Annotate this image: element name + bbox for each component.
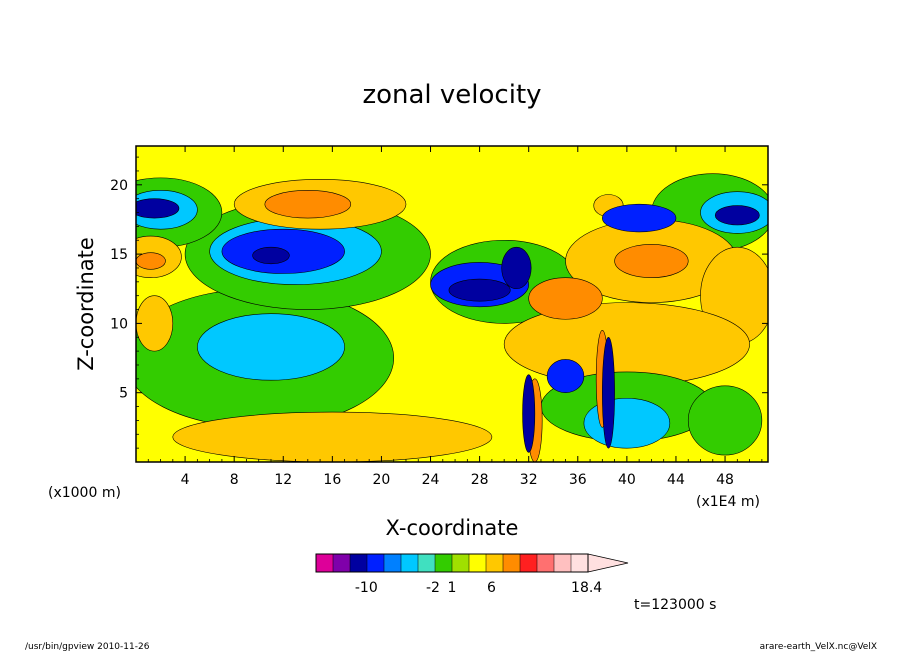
colorbar-tick-label: 6 bbox=[487, 580, 496, 596]
colorbar-swatch bbox=[332, 553, 351, 573]
y-axis-title: Z-coordinate bbox=[74, 237, 98, 371]
colorbar-swatch bbox=[434, 553, 453, 573]
y-tick-label: 5 bbox=[119, 386, 128, 402]
x-tick-label: 36 bbox=[569, 472, 587, 488]
colorbar-swatch bbox=[502, 553, 521, 573]
colorbar-labels: -10 -2 1 6 18.4 bbox=[355, 580, 602, 596]
colorbar-tick-label: 1 bbox=[448, 580, 457, 596]
x-tick-label: 32 bbox=[520, 472, 538, 488]
colorbar-swatch bbox=[383, 553, 402, 573]
x-tick-label: 40 bbox=[618, 472, 636, 488]
x-tick-label: 8 bbox=[230, 472, 239, 488]
colorbar-swatch bbox=[417, 553, 436, 573]
y-unit-label: (x1000 m) bbox=[48, 485, 121, 501]
contour-region bbox=[614, 244, 689, 278]
contour-region bbox=[264, 190, 352, 219]
colorbar bbox=[315, 553, 629, 573]
contour-region bbox=[252, 246, 290, 265]
colorbar-swatch bbox=[553, 553, 572, 573]
contour-region bbox=[136, 295, 174, 352]
contour-region bbox=[136, 252, 166, 270]
x-tick-label: 24 bbox=[422, 472, 440, 488]
colorbar-swatch bbox=[366, 553, 385, 573]
colorbar-swatch bbox=[485, 553, 504, 573]
x-tick-label: 44 bbox=[667, 472, 685, 488]
contour-region bbox=[522, 374, 536, 453]
colorbar-swatch bbox=[400, 553, 419, 573]
contour-region bbox=[172, 411, 493, 462]
contour-region bbox=[602, 336, 615, 449]
footer-left: /usr/bin/gpview 2010-11-26 bbox=[25, 642, 150, 652]
y-tick-label: 15 bbox=[110, 247, 128, 263]
contour-region bbox=[602, 203, 677, 233]
colorbar-swatch bbox=[315, 553, 334, 573]
x-tick-label: 48 bbox=[716, 472, 734, 488]
x-tick-label: 28 bbox=[471, 472, 489, 488]
footer-right: arare-earth_VelX.nc@VelX bbox=[760, 642, 877, 652]
chart-title: zonal velocity bbox=[362, 80, 541, 110]
y-axis-ticks: 5 10 15 20 bbox=[110, 156, 768, 449]
colorbar-tick-label: -2 bbox=[426, 580, 440, 596]
contour-region bbox=[136, 198, 180, 219]
contour-region bbox=[687, 385, 763, 456]
x-axis-title: X-coordinate bbox=[386, 516, 519, 540]
contour-region bbox=[583, 397, 671, 449]
x-axis-ticks: 4 8 12 16 20 24 28 32 36 40 44 48 bbox=[147, 146, 763, 488]
colorbar-swatch bbox=[536, 553, 555, 573]
colorbar-tick-label: -10 bbox=[355, 580, 378, 596]
contour-region bbox=[197, 313, 345, 381]
colorbar-swatch bbox=[349, 553, 368, 573]
contour-region bbox=[448, 278, 511, 302]
x-tick-label: 12 bbox=[274, 472, 292, 488]
contour-region bbox=[528, 277, 603, 320]
contour-region bbox=[714, 205, 760, 226]
x-tick-label: 4 bbox=[181, 472, 190, 488]
colorbar-frame bbox=[315, 553, 589, 573]
contour-region bbox=[501, 246, 532, 290]
colorbar-swatch bbox=[570, 553, 589, 573]
colorbar-swatch bbox=[468, 553, 487, 573]
contour-field bbox=[136, 146, 768, 462]
plot-frame bbox=[135, 145, 769, 463]
y-tick-label: 20 bbox=[110, 178, 128, 194]
x-tick-label: 20 bbox=[373, 472, 391, 488]
x-tick-label: 16 bbox=[323, 472, 341, 488]
colorbar-swatch bbox=[451, 553, 470, 573]
time-label: t=123000 s bbox=[634, 597, 716, 613]
y-tick-label: 10 bbox=[110, 316, 128, 332]
colorbar-tick-label: 18.4 bbox=[571, 580, 602, 596]
contour-region bbox=[546, 359, 585, 394]
x-unit-label: (x1E4 m) bbox=[696, 494, 760, 510]
colorbar-swatch bbox=[519, 553, 538, 573]
colorbar-arrow bbox=[587, 553, 629, 573]
